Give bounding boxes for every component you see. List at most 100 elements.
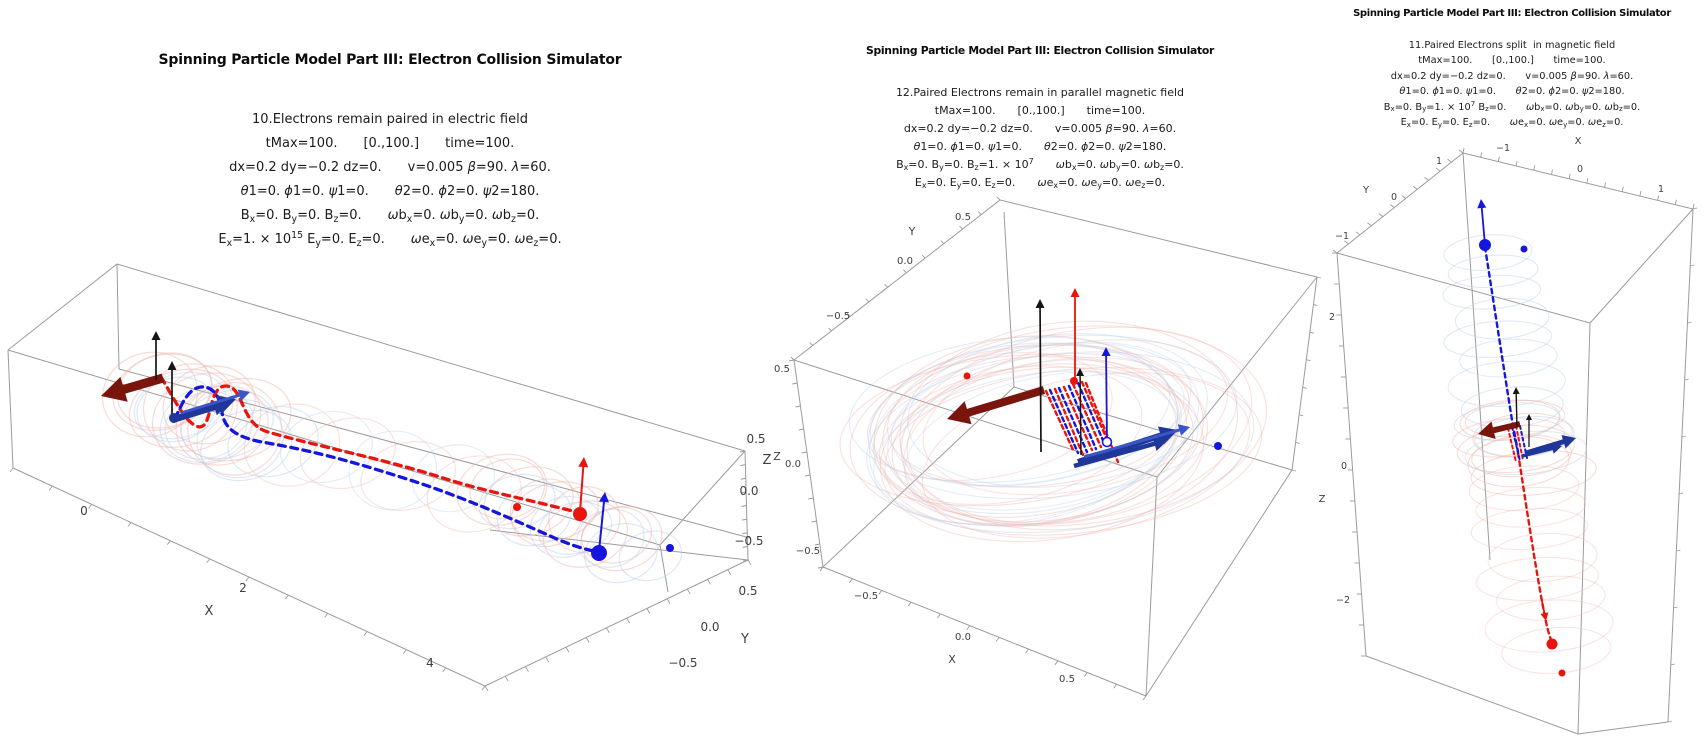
- box-edge: [744, 450, 749, 561]
- spin-ring: [196, 399, 285, 479]
- param-line-velocity: dx=0.2 dy=−0.2 dz=0. v=0.005 β=90. λ=60.: [903, 122, 1177, 135]
- spin-ring: [151, 372, 262, 465]
- arrow-shaft: [120, 373, 165, 395]
- particle-dot: [591, 545, 607, 561]
- axis-tick-label: 0.0: [955, 632, 971, 643]
- tick-mark: [504, 676, 509, 682]
- tick-mark: [1401, 195, 1406, 199]
- plot-subtitle: 10.Electrons remain paired in electric f…: [252, 112, 528, 127]
- tick-mark: [846, 313, 851, 317]
- tick-mark: [849, 578, 853, 583]
- tick-mark: [740, 477, 746, 480]
- arrow-head: [212, 400, 228, 416]
- plot-3d-electric-field: 0 2 4 X 0.5 0.0 −0.5 Y 0.5 0.0 −0.5 Z: [7, 263, 772, 692]
- arrow-head: [1152, 436, 1168, 451]
- axis-tick-label: −0.5: [668, 656, 697, 670]
- tick-mark: [1316, 276, 1322, 279]
- spin-ring: [509, 478, 584, 548]
- spin-ring: [1487, 532, 1598, 583]
- tick-mark: [977, 211, 982, 215]
- spin-ring: [426, 455, 522, 533]
- tick-mark: [525, 666, 529, 672]
- arrow-head: [151, 331, 161, 340]
- box-edge: [7, 349, 14, 469]
- tick-mark: [605, 627, 610, 634]
- spin-ring: [542, 500, 628, 568]
- spin-ring: [1453, 402, 1561, 441]
- tick-mark: [798, 428, 804, 431]
- tick-mark: [707, 579, 711, 585]
- arrow-shaft: [965, 386, 1046, 418]
- plot-title: Spinning Particle Model Part III: Electr…: [866, 44, 1214, 57]
- axis-tick-label: 1: [1436, 156, 1442, 167]
- box-edge: [1462, 152, 1491, 561]
- spin-ring: [1459, 399, 1561, 441]
- arrow-shaft: [1105, 353, 1108, 443]
- tick-mark: [966, 625, 971, 630]
- arrow-head: [1561, 435, 1576, 449]
- spin-ring: [483, 466, 574, 537]
- spin-ring: [906, 352, 1208, 525]
- arrow-shaft: [1540, 595, 1546, 616]
- spin-ring: [887, 342, 1200, 511]
- parameter-block: tMax=100. [0.,100.] time=100. dx=0.2 dy=…: [1322, 53, 1702, 131]
- box-edge: [822, 566, 1147, 697]
- bundle-red-4: [1071, 382, 1103, 449]
- tick-mark: [996, 196, 1001, 201]
- arrow-head: [101, 376, 128, 402]
- tick-mark: [740, 464, 746, 467]
- box-edge: [484, 559, 749, 687]
- spin-ring: [904, 371, 1199, 527]
- param-line-time: tMax=100. [0.,100.] time=100.: [265, 136, 515, 151]
- spin-ring: [584, 522, 658, 584]
- box-edge: [1589, 208, 1694, 324]
- axis-tick-label: −1: [1496, 143, 1510, 154]
- panel-parallel-magnetic-field: Spinning Particle Model Part III: Electr…: [810, 44, 1270, 192]
- axis-tick-label: Z: [1319, 494, 1326, 505]
- tick-mark: [686, 588, 691, 595]
- particle-dot: [1546, 638, 1558, 650]
- tick-mark: [727, 569, 732, 575]
- axis-tick-label: 0.5: [955, 212, 971, 223]
- tick-mark: [206, 558, 211, 564]
- axis-tick-label: Y: [908, 225, 916, 238]
- particle-dot: [963, 372, 971, 380]
- box-edge: [1667, 208, 1694, 723]
- spin-ring: [1464, 430, 1588, 475]
- axis-tick-label: −0.5: [734, 534, 763, 548]
- electron1-trajectory: [159, 375, 582, 515]
- box-edge: [822, 386, 1015, 568]
- spin-ring: [164, 391, 248, 460]
- tick-mark: [1299, 414, 1304, 417]
- spin-ring: [899, 356, 1185, 487]
- tick-mark: [363, 631, 368, 636]
- spin-ring: [873, 335, 1180, 526]
- spin-ring: [1470, 450, 1597, 496]
- tick-mark: [792, 382, 798, 385]
- axis-tick-label: 0.5: [774, 364, 790, 375]
- tick-mark: [790, 356, 795, 361]
- tick-mark: [585, 637, 590, 643]
- arrow-shaft: [1077, 432, 1164, 465]
- spin-ring: [348, 430, 437, 511]
- tick-mark: [795, 405, 801, 408]
- plot-subtitle: 12.Paired Electrons remain in parallel m…: [895, 86, 1185, 99]
- tick-mark: [1551, 169, 1553, 175]
- tick-mark: [1673, 606, 1678, 609]
- plot-3d-parallel-magnetic-field: 0.5 0.0 −0.5 Y 0.5 0.0 −0.5 Z −0.5 0.0 0.5 X: [773, 196, 1322, 701]
- spin-ring: [1475, 556, 1600, 601]
- tick-mark: [1480, 152, 1483, 158]
- param-line-bfield: Bx=0. By=0. Bz=0. ωbx=0. ωby=0. ωbz=0.: [240, 208, 540, 225]
- tick-mark: [1667, 720, 1673, 723]
- arrow-shaft: [1039, 305, 1042, 453]
- arrow-head: [599, 492, 609, 503]
- electron1-trajectory: [1516, 451, 1554, 644]
- spin-ring: [1496, 575, 1606, 621]
- spin-ring: [884, 366, 1263, 536]
- box-edge: [1336, 152, 1464, 254]
- tick-mark: [245, 576, 250, 582]
- spin-ring: [1460, 386, 1564, 428]
- spin-ring: [907, 333, 1208, 488]
- arrow-head: [1512, 387, 1520, 395]
